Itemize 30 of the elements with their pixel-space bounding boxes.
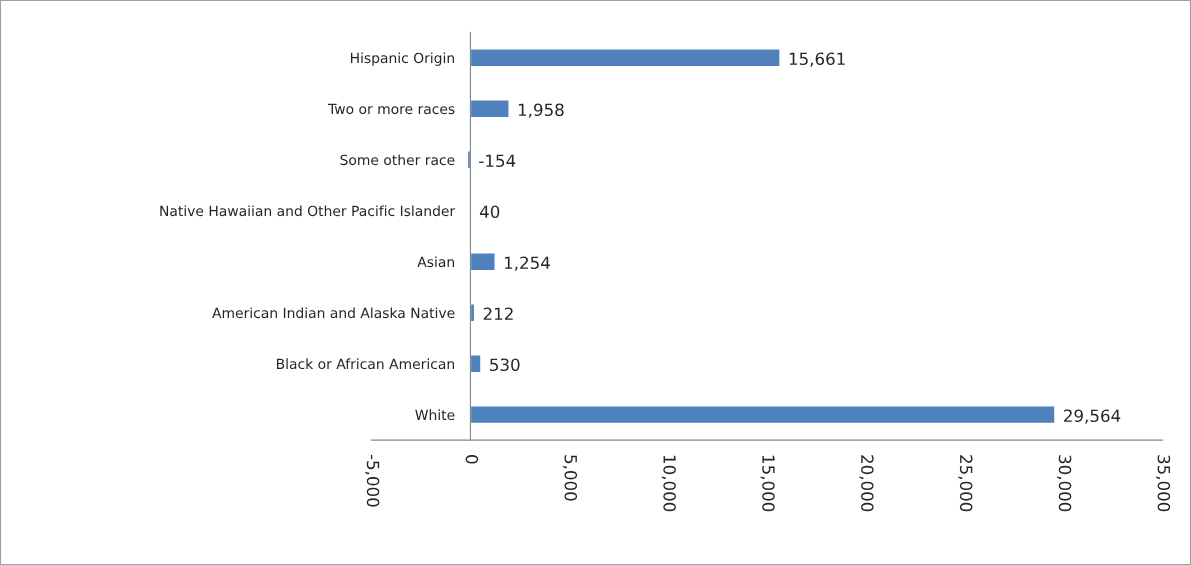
y-tick-label: Black or African American <box>277 358 454 370</box>
data-label: 1,958 <box>518 103 564 118</box>
data-label: 15,661 <box>789 52 845 67</box>
y-tick-label: Native Hawaiian and Other Pacific Islander <box>160 205 456 217</box>
bar <box>469 48 781 68</box>
data-label: -154 <box>479 154 516 168</box>
x-tick-label: -5,000 <box>365 454 380 507</box>
x-tick-label: 15,000 <box>760 455 775 512</box>
x-tick-label: 25,000 <box>958 455 973 512</box>
bar <box>469 252 496 272</box>
x-tick-label: 35,000 <box>1155 455 1171 512</box>
data-label: 530 <box>490 358 520 372</box>
bar <box>469 405 1056 425</box>
x-tick-label: 0 <box>465 455 479 464</box>
y-tick-label: White <box>415 409 455 421</box>
x-tick-label: 20,000 <box>859 455 874 512</box>
y-tick-label: Two or more races <box>328 103 455 115</box>
data-label: 212 <box>483 307 513 320</box>
bar <box>469 99 510 119</box>
data-label: 29,564 <box>1064 409 1121 424</box>
y-tick-label: Asian <box>417 256 454 268</box>
y-tick-label: American Indian and Alaska Native <box>212 307 455 319</box>
y-tick-label: Some other race <box>340 154 455 166</box>
data-label: 1,254 <box>504 256 550 271</box>
x-tick-label: 5,000 <box>562 455 578 501</box>
x-tick-label: 10,000 <box>661 455 676 512</box>
y-tick-label: Hispanic Origin <box>350 52 454 66</box>
x-tick-label: 30,000 <box>1057 455 1072 512</box>
bar <box>469 354 482 374</box>
data-label: 40 <box>479 205 500 219</box>
